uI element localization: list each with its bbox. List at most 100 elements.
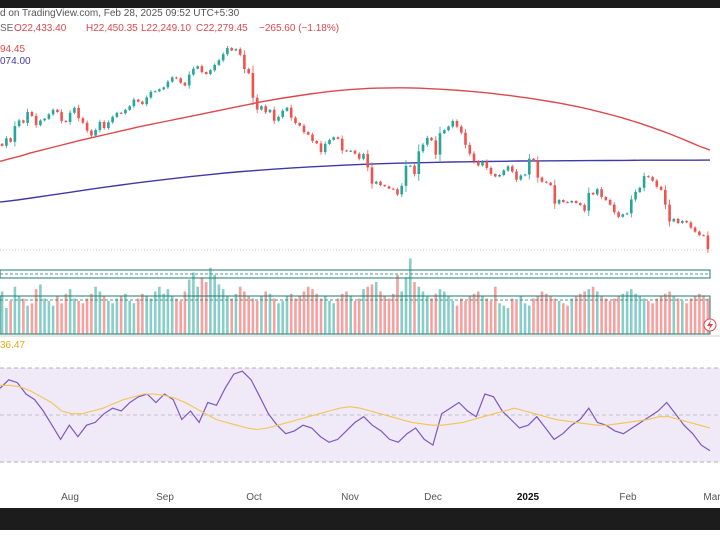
candle-body: [536, 161, 540, 178]
candle-body: [489, 167, 493, 174]
candle-body: [460, 126, 463, 133]
candle-body: [434, 140, 438, 155]
candle-body: [349, 150, 352, 152]
candle-body: [451, 121, 455, 127]
candle-body: [328, 139, 331, 144]
ma-short-value: 94.45: [0, 44, 25, 55]
candle-body: [362, 154, 365, 159]
volume-bar: [464, 300, 467, 334]
volume-bar: [625, 291, 629, 334]
top-frame: [0, 0, 720, 8]
candle-body: [107, 122, 110, 129]
volume-bar: [264, 291, 267, 334]
x-tick-label: 2025: [517, 492, 540, 503]
moving-averages: [0, 87, 711, 203]
candle-body: [515, 171, 518, 180]
candle-body: [26, 112, 29, 123]
candle-body: [166, 81, 170, 88]
candle-body: [294, 117, 297, 123]
candle-body: [204, 72, 208, 74]
candle-body: [613, 204, 616, 213]
volume-bar: [136, 298, 140, 334]
volume-bar: [200, 277, 204, 334]
volume-bar: [553, 298, 557, 334]
volume-bar: [621, 293, 625, 334]
volume-bar: [587, 289, 591, 334]
volume-bar: [81, 303, 85, 334]
volume-bar: [5, 308, 8, 334]
candle-body: [340, 138, 344, 151]
candle-body: [353, 150, 357, 154]
candle-body: [111, 116, 114, 123]
volume-bar: [98, 291, 102, 334]
volume-bar: [268, 293, 272, 334]
candle-body: [357, 153, 361, 159]
volume-bar: [128, 300, 131, 334]
volume-bar: [311, 289, 314, 334]
candle-body: [617, 212, 620, 217]
volume-bar: [111, 303, 114, 334]
candle-body: [22, 120, 25, 123]
candle-body: [494, 174, 497, 177]
candle-body: [702, 235, 705, 237]
volume-bar: [494, 286, 497, 334]
volume-bar: [162, 293, 165, 334]
volume-bar: [634, 293, 637, 334]
candle-body: [430, 137, 433, 141]
candle-body: [124, 109, 127, 114]
candle-body: [481, 161, 484, 166]
volume-bar: [511, 298, 514, 334]
candle-body: [115, 112, 119, 117]
candle-body: [260, 106, 263, 110]
volume-bar: [583, 291, 586, 334]
volume-bar: [579, 293, 582, 334]
lightning-icon[interactable]: [703, 318, 717, 332]
candle-body: [315, 141, 318, 144]
candle-body: [213, 64, 216, 71]
volume-bar: [77, 300, 80, 334]
candle-body: [9, 138, 12, 142]
candle-body: [447, 126, 450, 131]
candle-body: [574, 201, 578, 203]
volume-bar: [183, 291, 187, 334]
volume-bar: [115, 298, 119, 334]
candle-body: [591, 192, 595, 195]
candle-body: [251, 73, 255, 98]
candle-body: [149, 91, 153, 98]
candle-body: [311, 134, 314, 141]
volume-bar: [285, 296, 289, 334]
candle-body: [13, 126, 17, 142]
volume-bar: [426, 296, 429, 334]
volume-bar: [26, 305, 29, 334]
candle-body: [170, 77, 174, 82]
candle-body: [255, 97, 259, 110]
candle-body: [145, 97, 148, 105]
candle-body: [132, 99, 136, 107]
volume-bar: [647, 300, 650, 334]
volume-bar: [545, 293, 548, 334]
candle-body: [68, 112, 72, 122]
candle-body: [319, 143, 323, 153]
volume-bar: [149, 298, 153, 334]
volume-bar: [489, 300, 493, 334]
volume-bar: [685, 303, 688, 334]
candle-body: [192, 68, 195, 75]
volume-bar: [383, 296, 386, 334]
volume-bar: [0, 291, 4, 334]
x-tick-label: Oct: [246, 492, 262, 503]
candle-body: [94, 130, 97, 136]
volume-bar: [226, 296, 229, 334]
volume-bar: [196, 286, 199, 334]
volume-bar: [332, 303, 335, 334]
candle-body: [681, 220, 684, 223]
candle-body: [323, 143, 327, 153]
volume-bar: [706, 298, 710, 334]
ohlc-close: C22,279.45: [196, 23, 248, 34]
candle-body: [634, 191, 637, 200]
volume-bar: [345, 291, 348, 334]
volume-bar: [596, 291, 599, 334]
volume-bar: [145, 296, 148, 334]
volume-bar: [124, 293, 127, 334]
volume-bar: [9, 300, 12, 334]
